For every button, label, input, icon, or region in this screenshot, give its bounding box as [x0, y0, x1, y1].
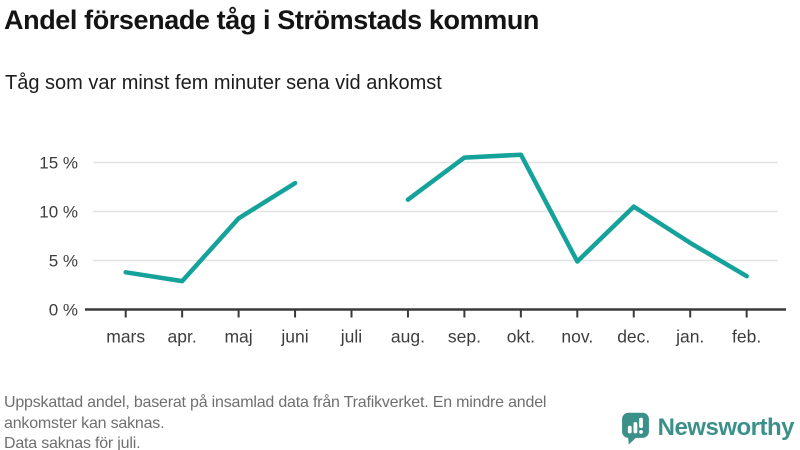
x-tick-label: dec.: [617, 327, 650, 347]
logo-exclamation-dot: [638, 430, 643, 434]
source-note: Uppskattad andel, baserat på insamlad da…: [4, 393, 604, 450]
data-line-segment: [123, 180, 298, 284]
logo-bar-short: [627, 425, 632, 434]
x-tick-label: feb.: [732, 327, 761, 347]
x-tick-label: apr.: [168, 327, 197, 347]
y-tick-label: 10 %: [39, 203, 78, 222]
y-tick-label: 0 %: [49, 301, 78, 320]
newsworthy-logo: Newsworthy: [620, 411, 795, 445]
missing-data-note: Data saknas för juli.: [4, 435, 141, 450]
logo-bubble-tail: [627, 436, 637, 445]
logo-exclamation-bar: [638, 417, 643, 428]
x-tick-label: jan.: [675, 327, 704, 347]
newsworthy-logo-icon: [621, 412, 649, 445]
x-tick-label: okt.: [507, 327, 535, 347]
x-tick-label: aug.: [391, 327, 425, 347]
y-tick-label: 5 %: [49, 252, 78, 271]
x-tick-label: mars: [106, 327, 145, 347]
x-tick-label: juli: [340, 327, 362, 347]
data-line-segment: [405, 152, 749, 279]
source-note-line: Uppskattad andel, baserat på insamlad da…: [4, 394, 547, 432]
chart-subtitle: Tåg som var minst fem minuter sena vid a…: [5, 72, 442, 94]
line-chart: 0 % 5 % 10 % 15 % mars apr. maj juni juli aug. sep…: [39, 152, 786, 347]
x-tick-label: juni: [280, 327, 308, 347]
logo-bar-tall: [633, 422, 637, 434]
chart-title: Andel försenade tåg i Strömstads kommun: [4, 5, 539, 35]
newsworthy-wordmark: Newsworthy: [657, 414, 795, 441]
y-tick-label: 15 %: [39, 154, 78, 173]
x-tick-label: nov.: [561, 327, 593, 347]
x-tick-label: sep.: [448, 327, 481, 347]
x-tick-label: maj: [224, 327, 252, 347]
